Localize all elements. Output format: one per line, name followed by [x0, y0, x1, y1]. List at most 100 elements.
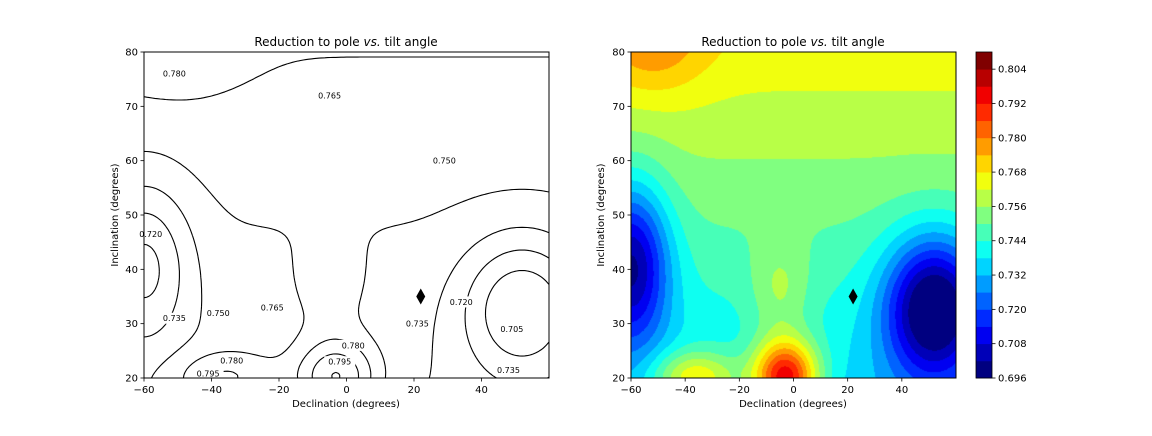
colorbar-band: [976, 120, 992, 139]
contour-label-mask: [256, 301, 288, 313]
colorbar-band: [976, 172, 992, 190]
left-y-tick-label: 70: [125, 102, 138, 113]
diamond-marker: [416, 288, 426, 305]
left-x-ticks: −60 −40 −20 0 20 40: [133, 378, 488, 396]
right-y-ticks: 20 30 40 50 60 70 80: [612, 48, 631, 385]
left-y-ticks: 20 30 40 50 60 70 80: [125, 48, 144, 385]
contour-line: [331, 371, 341, 379]
contour-label: 0.780: [342, 341, 365, 350]
left-x-tick-label: −20: [268, 385, 289, 396]
contour-label-mask: [158, 312, 190, 324]
contour-panel: Reduction to pole vs. tilt angle 0.7800.…: [110, 35, 550, 410]
left-y-tick-label: 30: [125, 319, 138, 330]
right-x-tick-label: −20: [729, 385, 750, 396]
contour-label-mask: [493, 364, 524, 376]
left-y-tick-label: 20: [125, 374, 138, 385]
colorbar-band: [976, 309, 992, 327]
colorbar-band: [976, 137, 992, 156]
right-y-axis-label: Inclination (degrees): [596, 163, 607, 266]
colorbar-band: [976, 69, 992, 87]
right-y-tick-label: 70: [612, 102, 625, 113]
colorbar-band: [976, 103, 992, 122]
colorbar-band: [976, 343, 992, 362]
left-x-tick-label: 0: [343, 385, 349, 396]
contour-label: 0.720: [450, 298, 473, 307]
colorbar-band: [976, 52, 992, 70]
contour-label-mask: [337, 339, 369, 351]
left-x-tick-label: −60: [133, 385, 154, 396]
right-x-tick-label: −60: [620, 385, 641, 396]
colorbar-band: [976, 223, 992, 242]
contour-label: 0.795: [197, 370, 220, 379]
contour-label: 0.735: [163, 314, 186, 323]
colorbar: 0.696 0.708 0.720 0.732 0.744 0.756 0.768 0.780…: [975, 51, 1027, 385]
colorbar-tick-label: 0.720: [998, 305, 1027, 316]
contour-label: 0.795: [328, 358, 351, 367]
left-y-tick-label: 60: [125, 156, 138, 167]
diamond-marker-shape: [848, 288, 858, 305]
contour-label: 0.780: [220, 357, 243, 366]
contour-label: 0.750: [207, 309, 230, 318]
contour-label-mask: [496, 323, 528, 335]
colorbar-band: [976, 154, 992, 173]
colorbar-tick-label: 0.768: [998, 168, 1027, 179]
left-x-axis-label: Declination (degrees): [292, 399, 400, 410]
colorbar-band: [976, 86, 992, 104]
diamond-marker: [848, 288, 858, 305]
left-y-tick-label: 50: [125, 211, 138, 222]
contour-line: [143, 185, 550, 379]
right-x-axis-label: Declination (degrees): [739, 399, 847, 410]
colorbar-tick-label: 0.696: [998, 374, 1027, 385]
colorbar-band: [976, 206, 992, 224]
left-x-tick-label: 20: [408, 385, 421, 396]
colorbar-band: [976, 240, 992, 259]
contour-label: 0.765: [261, 303, 284, 312]
contour-label: 0.780: [163, 70, 186, 79]
right-y-tick-label: 60: [612, 156, 625, 167]
right-y-tick-label: 20: [612, 374, 625, 385]
contour-line: [143, 243, 550, 357]
right-x-tick-label: 20: [841, 385, 854, 396]
colorbar-band: [976, 292, 992, 310]
right-x-tick-label: −40: [675, 385, 696, 396]
colorbar-ticks: 0.696 0.708 0.720 0.732 0.744 0.756 0.768 0.780…: [992, 65, 1027, 385]
right-x-tick-label: 0: [790, 385, 796, 396]
contour-label-mask: [445, 296, 477, 308]
left-x-tick-label: 40: [475, 385, 488, 396]
colorbar-tick-label: 0.708: [998, 339, 1027, 350]
colorbar-tick-label: 0.804: [998, 65, 1027, 76]
contour-line: [143, 212, 550, 379]
right-y-tick-label: 40: [612, 265, 625, 276]
right-chart-title: Reduction to pole vs. tilt angle: [701, 35, 884, 49]
contour-label-mask: [216, 355, 248, 367]
contour-label: 0.750: [433, 157, 456, 166]
colorbar-tick-label: 0.756: [998, 202, 1027, 213]
right-y-tick-label: 80: [612, 48, 625, 59]
contour-line: [143, 150, 550, 379]
colorbar-frame: [975, 51, 993, 379]
diamond-marker-shape: [416, 288, 426, 305]
colorbar-tick-label: 0.744: [998, 236, 1027, 247]
contour-label-mask: [314, 89, 346, 101]
contour-label-mask: [324, 356, 356, 368]
colorbar-band: [976, 360, 992, 379]
contour-label-mask: [401, 318, 433, 330]
left-y-axis-label: Inclination (degrees): [110, 163, 121, 266]
colorbar-tick-label: 0.792: [998, 99, 1027, 110]
contour-lines: [143, 56, 550, 379]
colorbar-tick-label: 0.780: [998, 133, 1027, 144]
contour-label: 0.735: [497, 366, 520, 375]
contour-label: 0.765: [318, 91, 341, 100]
colorbar-band: [976, 257, 992, 276]
contour-label-mask: [192, 368, 224, 380]
colorbar-tick-label: 0.732: [998, 271, 1027, 282]
right-x-ticks: −60 −40 −20 0 20 40: [620, 378, 908, 396]
right-y-tick-label: 50: [612, 211, 625, 222]
left-y-tick-label: 40: [125, 265, 138, 276]
filled-contour-heatmap: [631, 52, 956, 378]
left-x-tick-label: −40: [201, 385, 222, 396]
contour-label-mask: [202, 307, 234, 319]
contour-label-mask: [428, 155, 460, 167]
colorbar-bands: [976, 52, 992, 379]
